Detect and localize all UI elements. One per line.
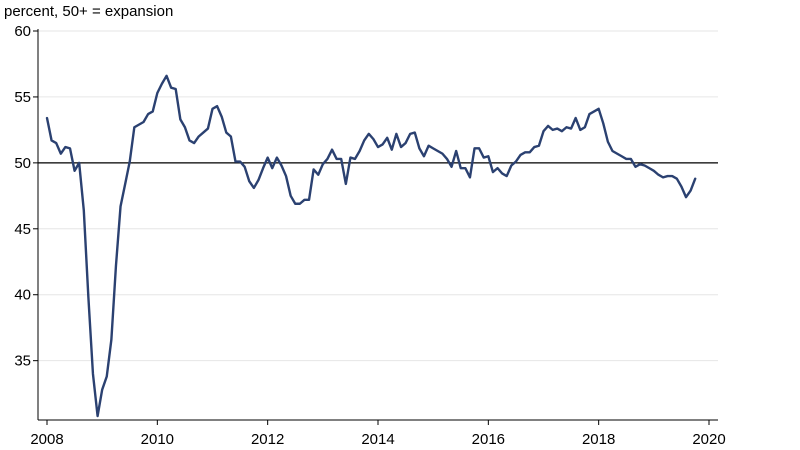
y-tick-label-35: 35 (14, 353, 31, 370)
y-axis-title: percent, 50+ = expansion (4, 3, 174, 20)
series-group (45, 74, 697, 418)
axes (33, 29, 718, 425)
gridlines (38, 30, 718, 362)
y-tick-label-45: 45 (14, 221, 31, 238)
series-line-index (45, 74, 697, 418)
x-tick-label-2008: 2008 (30, 431, 63, 448)
y-tick-label-60: 60 (14, 23, 31, 40)
x-tick-label-2016: 2016 (472, 431, 505, 448)
x-tick-label-2020: 2020 (692, 431, 725, 448)
y-tick-label-55: 55 (14, 89, 31, 106)
series-points-index (47, 76, 695, 416)
tick-labels: 35 40 45 50 55 60 2008 2010 2012 2014 2016 2018 2020 (14, 23, 725, 448)
x-tick-label-2014: 2014 (361, 431, 394, 448)
x-tick-label-2018: 2018 (582, 431, 615, 448)
x-tick-label-2012: 2012 (251, 431, 284, 448)
y-tick-label-50: 50 (14, 155, 31, 172)
y-tick-label-40: 40 (14, 287, 31, 304)
x-tick-label-2010: 2010 (141, 431, 174, 448)
